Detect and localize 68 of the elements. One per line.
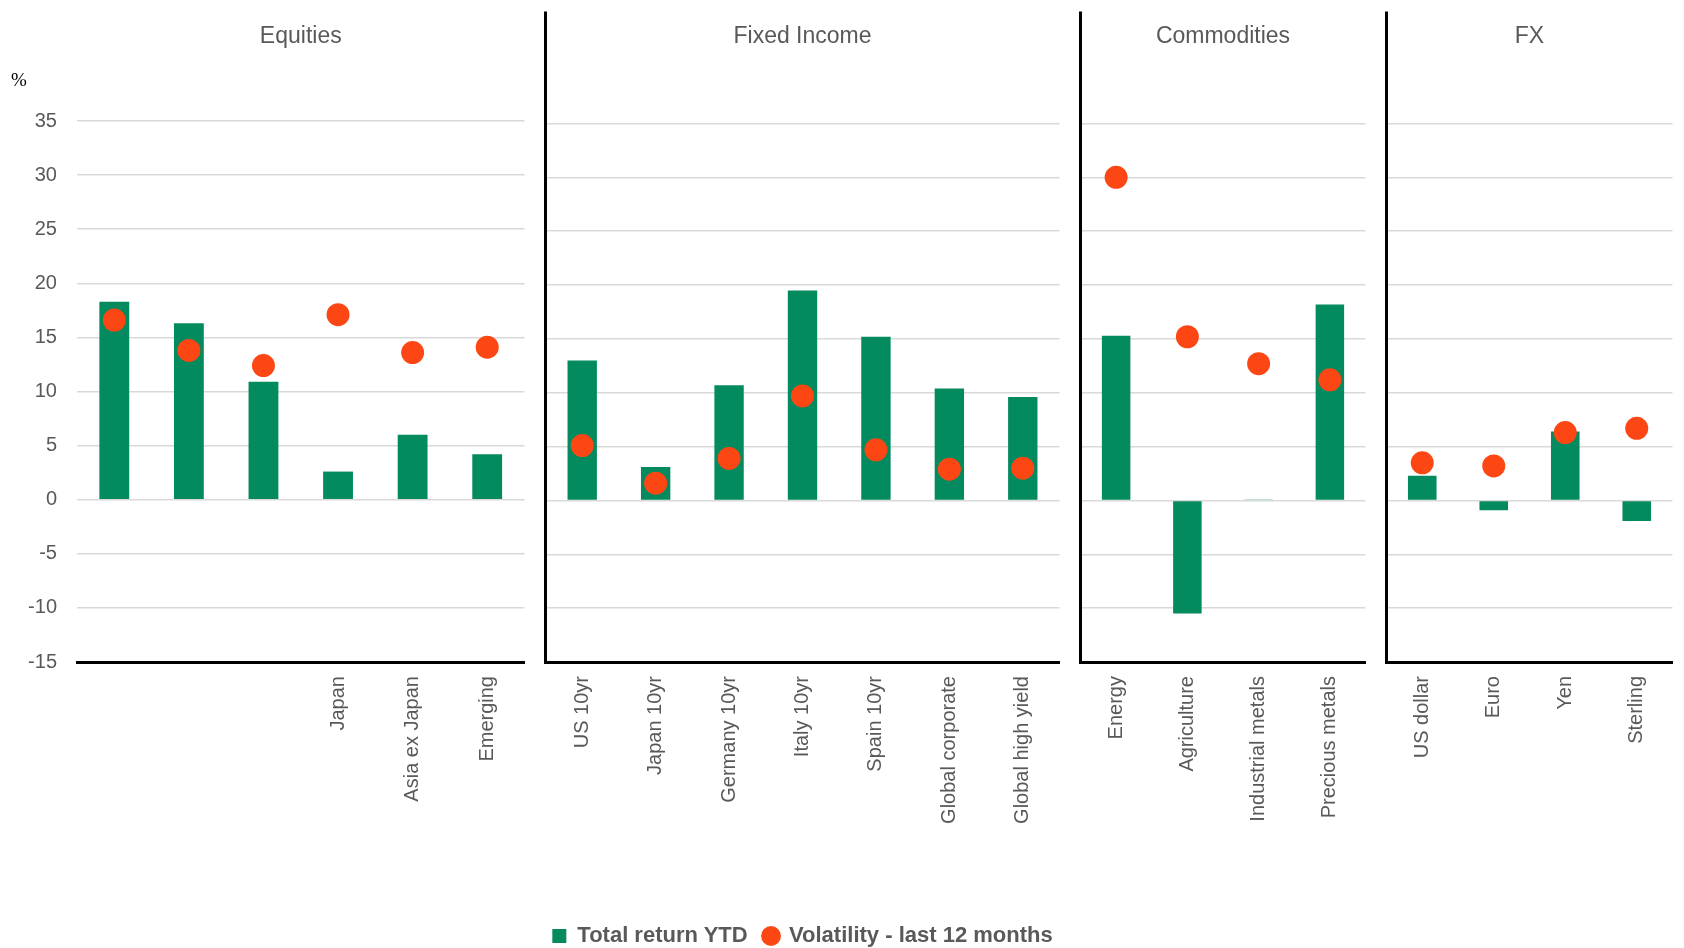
bar — [323, 471, 353, 499]
bar — [173, 323, 204, 499]
y-tick-label: -15 — [28, 649, 57, 672]
x-tick-label: Euro — [1481, 676, 1504, 719]
bar — [99, 301, 130, 499]
point — [717, 446, 741, 470]
y-tick-label: 5 — [45, 433, 57, 456]
y-tick-label: -10 — [28, 595, 57, 618]
point — [937, 457, 961, 481]
y-tick-label: 20 — [34, 270, 57, 293]
point — [791, 384, 814, 408]
y-tick-label: 35 — [34, 108, 57, 131]
x-tick-label: Japan — [325, 676, 348, 731]
point — [401, 341, 425, 365]
y-tick-label: 10 — [34, 379, 57, 402]
bar — [1101, 335, 1131, 500]
x-tick-label: US 10yr — [569, 675, 592, 749]
point — [102, 308, 126, 332]
x-tick-label: Emerging — [474, 676, 497, 762]
y-tick-label: 30 — [34, 162, 57, 185]
text: FX — [1514, 22, 1545, 49]
x-tick-label: Precious metals — [1317, 676, 1340, 819]
x-tick-label: US dollar — [1409, 675, 1432, 759]
bar — [1173, 501, 1202, 614]
point — [1011, 456, 1035, 480]
x-tick-label: Sterling — [1624, 676, 1647, 744]
bar — [397, 434, 428, 499]
x-tick-label: Energy — [1103, 676, 1126, 740]
point — [1482, 454, 1506, 478]
x-tick-label: Italy 10yr — [790, 675, 813, 758]
point — [1410, 451, 1434, 475]
point — [326, 303, 350, 327]
y-tick-label: 0 — [45, 487, 57, 510]
y-axis-title: % — [11, 68, 27, 90]
x-tick-label: Spain 10yr — [863, 675, 886, 772]
point — [1553, 421, 1577, 445]
x-tick-label: Germany 10yr — [716, 675, 739, 803]
point — [475, 335, 499, 359]
text: Fixed Income — [733, 22, 872, 49]
point — [1318, 368, 1342, 392]
legend-label: Volatility - last 12 months — [789, 922, 1053, 948]
x-tick-label: Yen — [1552, 676, 1575, 710]
bar — [248, 381, 279, 499]
chart-title: Equities — [259, 22, 342, 49]
x-tick-label: Agriculture — [1174, 676, 1197, 772]
x-tick-label: Global high yield — [1010, 676, 1033, 824]
bar — [472, 454, 503, 499]
point — [570, 434, 594, 458]
point — [864, 438, 888, 462]
bar — [787, 290, 818, 500]
point — [177, 338, 201, 362]
y-tick-label: -5 — [39, 541, 57, 564]
bar — [1315, 304, 1345, 500]
x-tick-label: Industrial metals — [1246, 676, 1269, 822]
x-tick-label: Japan 10yr — [643, 675, 666, 775]
text: Commodities — [1155, 22, 1291, 49]
bar — [861, 336, 891, 500]
point — [1175, 325, 1199, 349]
bar — [567, 360, 597, 500]
legend-label: Total return YTD — [577, 922, 748, 948]
point — [251, 354, 275, 378]
y-tick-label: 25 — [34, 216, 57, 239]
x-tick-label: Global corporate — [936, 676, 959, 824]
point — [1104, 165, 1128, 189]
y-tick-label: 15 — [34, 324, 57, 347]
point — [1247, 352, 1271, 376]
x-tick-label: Asia ex Japan — [400, 676, 423, 802]
point — [1625, 416, 1649, 440]
